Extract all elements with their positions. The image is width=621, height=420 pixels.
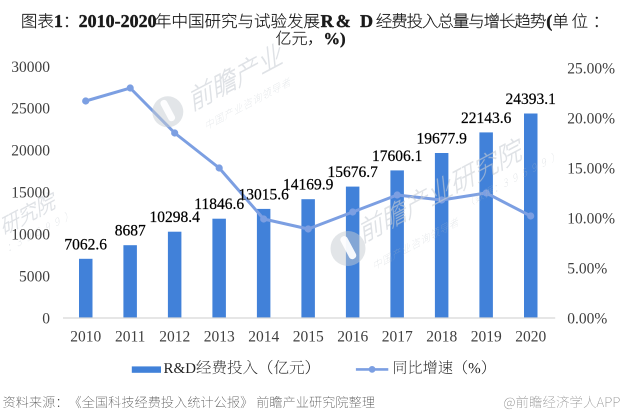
svg-text:20000: 20000 (11, 143, 50, 160)
svg-text:10000: 10000 (11, 227, 50, 244)
svg-text:30000: 30000 (11, 59, 50, 76)
svg-text:2015: 2015 (293, 329, 324, 346)
svg-text:17606.1: 17606.1 (372, 148, 422, 165)
svg-text:0: 0 (42, 310, 50, 327)
svg-text:25000: 25000 (11, 101, 50, 118)
svg-text:2011: 2011 (115, 329, 145, 346)
svg-text:11846.6: 11846.6 (194, 196, 244, 213)
svg-text:22143.6: 22143.6 (461, 110, 512, 127)
svg-text:8687: 8687 (115, 223, 146, 240)
svg-text:15.00%: 15.00% (567, 160, 615, 177)
svg-text:13015.6: 13015.6 (239, 186, 290, 203)
svg-text:20.00%: 20.00% (567, 110, 615, 127)
svg-text:2012: 2012 (159, 329, 190, 346)
svg-text:0.00%: 0.00% (567, 310, 607, 327)
svg-text:2010: 2010 (70, 329, 101, 346)
svg-text:14169.9: 14169.9 (283, 177, 334, 194)
svg-text:2018: 2018 (426, 329, 457, 346)
svg-text:19677.9: 19677.9 (417, 131, 468, 148)
svg-text:2020: 2020 (515, 329, 546, 346)
svg-text:2016: 2016 (337, 329, 368, 346)
svg-text:2014: 2014 (248, 329, 279, 346)
svg-text:5000: 5000 (19, 268, 50, 285)
svg-text:24393.1: 24393.1 (506, 91, 556, 108)
svg-text:2017: 2017 (382, 329, 413, 346)
svg-text:25.00%: 25.00% (567, 60, 615, 77)
svg-text:2019: 2019 (471, 329, 502, 346)
svg-text:15000: 15000 (11, 185, 50, 202)
svg-text:10.00%: 10.00% (567, 210, 615, 227)
svg-text:5.00%: 5.00% (567, 260, 607, 277)
svg-text:10298.4: 10298.4 (150, 209, 201, 226)
svg-text:7062.6: 7062.6 (64, 236, 107, 253)
svg-text:2013: 2013 (204, 329, 235, 346)
svg-text:15676.7: 15676.7 (328, 164, 379, 181)
